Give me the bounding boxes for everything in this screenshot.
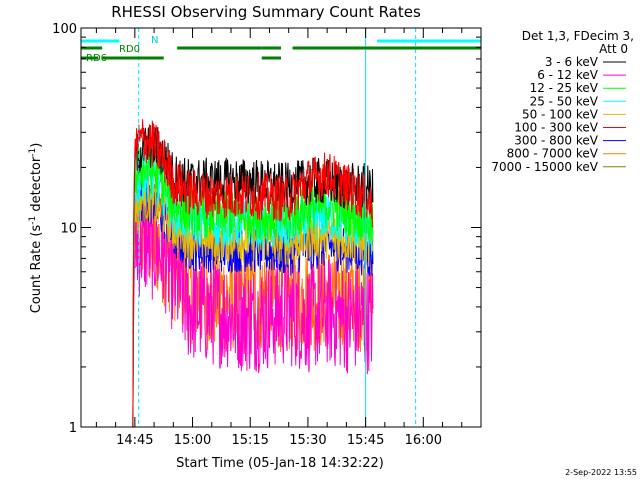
legend-header-line-2: Att 0 [599,42,628,56]
legend-label-6: 300 - 800 keV [514,134,598,148]
chart-title: RHESSI Observing Summary Count Rates [111,3,421,21]
x-tick-label-1: 15:00 [174,433,211,448]
y-axis-label-main: Count Rate (s [29,225,44,314]
y-axis-label-sup2: -1 [28,148,38,157]
series-line-5 [132,119,374,428]
x-tick-label-5: 16:00 [405,433,442,448]
footer-date: 2-Sep-2022 13:55 [565,468,637,477]
legend-label-3: 25 - 50 keV [530,94,599,108]
legend-label-2: 12 - 25 keV [530,81,599,95]
legend-label-4: 50 - 100 keV [522,107,599,121]
legend-label-1: 6 - 12 keV [537,68,599,82]
y-axis-label-end: ) [29,143,44,148]
flag-rd6-label: RD6 [86,53,107,64]
y-axis-label: Count Rate (s-1 detector-1) [28,143,44,314]
y-tick-label-0: 1 [69,421,77,436]
legend-label-8: 7000 - 15000 keV [491,160,598,174]
flag-n-label: N [151,35,158,46]
y-tick-label-1: 10 [60,222,77,237]
legend-header-line-1: Det 1,3, FDecim 3, [522,29,634,43]
x-tick-label-3: 15:30 [289,433,326,448]
y-tick-label-2: 100 [52,22,77,37]
y-axis-label-sup1: -1 [28,216,38,225]
series-line-1 [132,190,374,428]
legend-label-5: 100 - 300 keV [514,121,598,135]
plot-area: N RD0 RD6 [81,28,481,428]
x-tick-label-2: 15:15 [231,433,268,448]
flag-rd0-label: RD0 [119,44,140,55]
y-axis-label-mid: detector [29,156,44,216]
x-tick-label-4: 15:45 [347,433,384,448]
legend-label-7: 800 - 7000 keV [507,147,599,161]
series-line-2 [132,147,374,428]
x-axis-ticks: 14:45 15:00 15:15 15:30 15:45 16:00 [95,28,482,448]
y-axis-ticks: 1 10 100 [52,22,481,436]
legend-label-0: 3 - 6 keV [545,55,599,69]
x-tick-label-0: 14:45 [116,433,153,448]
x-axis-label: Start Time (05-Jan-18 14:32:22) [176,456,384,471]
